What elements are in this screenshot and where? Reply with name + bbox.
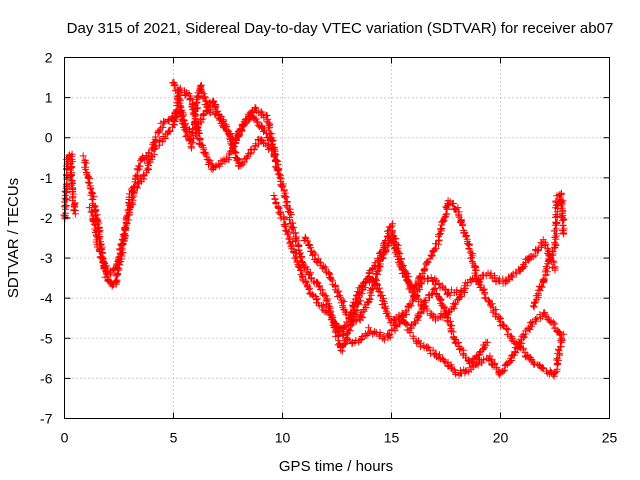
grid-lines [64, 57, 610, 419]
plus-markers [60, 150, 79, 223]
y-tick-label: -4 [40, 290, 53, 306]
y-tick-label: -3 [40, 250, 53, 266]
y-axis-label: SDTVAR / TECUs [5, 178, 22, 298]
plus-markers [85, 84, 283, 279]
plus-markers [300, 233, 559, 325]
y-tick-label: -5 [40, 330, 53, 346]
series-trace-e [270, 192, 461, 347]
x-tick-label: 10 [275, 430, 291, 446]
x-axis-label: GPS time / hours [279, 458, 393, 475]
series-trace-f [279, 180, 491, 368]
plot-frame [64, 57, 610, 419]
series-trace-c [85, 84, 283, 279]
series-trace-d [169, 78, 276, 170]
plus-markers [529, 189, 568, 311]
plus-markers [169, 78, 276, 170]
series-trace-a [60, 150, 79, 223]
y-tick-label: 2 [45, 50, 53, 66]
x-tick-label: 25 [602, 430, 618, 446]
data-points [60, 78, 568, 380]
y-tick-label: -7 [40, 411, 53, 427]
axis-ticks: 0 5 10 15 20 25 -7 -6 -5 -4 -3 -2 -1 0 1 2 [40, 50, 617, 446]
plus-markers [409, 309, 568, 379]
y-tick-label: -6 [40, 370, 53, 386]
y-tick-label: -1 [40, 170, 53, 186]
plus-markers [334, 197, 566, 380]
x-tick-label: 20 [493, 430, 509, 446]
y-tick-label: -2 [40, 210, 53, 226]
series-trace-i [409, 309, 568, 379]
chart-title: Day 315 of 2021, Sidereal Day-to-day VTE… [67, 20, 614, 37]
y-tick-label: 1 [45, 90, 53, 106]
x-tick-label: 5 [170, 430, 178, 446]
y-tick-label: 0 [45, 130, 53, 146]
plus-markers [279, 180, 491, 368]
series-trace-h [334, 197, 566, 380]
series-trace-j [529, 189, 568, 311]
plus-markers [270, 192, 461, 347]
x-tick-label: 15 [384, 430, 400, 446]
series-trace-g [300, 233, 559, 325]
x-tick-label: 0 [61, 430, 69, 446]
